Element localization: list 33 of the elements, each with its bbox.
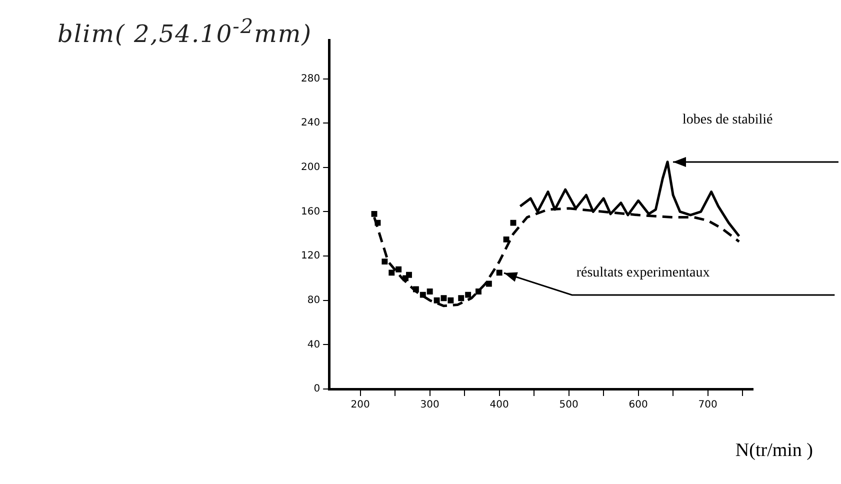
y-tick-label: 120 [300, 250, 320, 262]
point [396, 266, 402, 272]
point [434, 297, 440, 304]
point [503, 236, 510, 242]
x-tick-label: 200 [350, 400, 370, 411]
x-tick-label: 600 [628, 400, 648, 411]
annotation: lobes de stabilié [682, 112, 773, 128]
point [448, 297, 454, 304]
y-tick-label: 40 [307, 339, 320, 350]
y-tick-label: 240 [300, 118, 320, 129]
point [465, 292, 472, 298]
point [371, 210, 378, 217]
point [458, 295, 464, 302]
x-tick-label: 400 [490, 400, 509, 411]
y-tick-label: 280 [300, 73, 320, 84]
x-tick-label: 700 [698, 400, 718, 411]
y-tick-label: 80 [307, 294, 320, 306]
point [406, 272, 412, 278]
annotation: résultats experimentaux [576, 265, 710, 280]
point [388, 270, 395, 276]
y-tick-label: 200 [300, 162, 320, 174]
point [476, 288, 482, 294]
point [426, 288, 433, 294]
point [496, 270, 502, 276]
point [440, 295, 447, 302]
y-tick-label: 0 [314, 384, 320, 395]
y-axis-title: blim( 2,54.10$^{-2}$mm) [58, 14, 312, 48]
x-tick-label: 300 [420, 400, 440, 411]
x-tick-label: 500 [559, 400, 578, 411]
x-axis-title: N(tr/min ) [735, 440, 813, 462]
point [510, 220, 516, 226]
point [382, 258, 388, 265]
y-tick-label: 160 [300, 206, 320, 218]
